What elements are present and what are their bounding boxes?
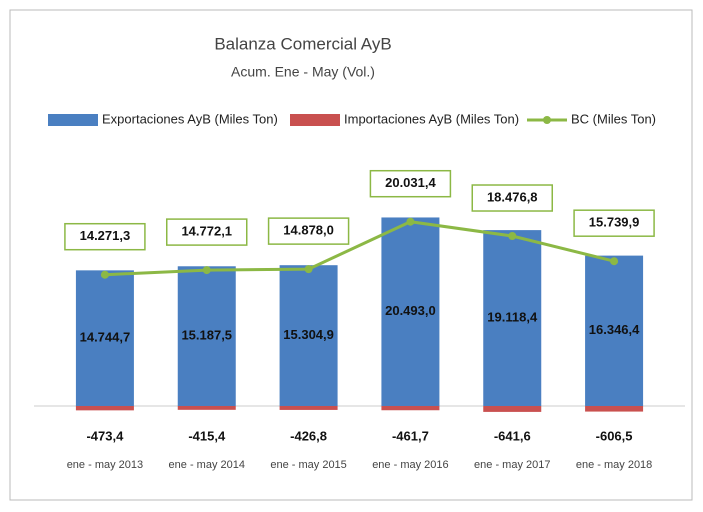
x-tick-label: ene - may 2017 <box>474 459 550 471</box>
chart-title: Balanza Comercial AyB <box>214 34 391 53</box>
legend-label: BC (Miles Ton) <box>571 111 656 126</box>
legend-marker <box>543 116 551 124</box>
bar-value-label: -473,4 <box>86 428 124 443</box>
bar-value-label: 16.346,4 <box>589 322 640 337</box>
bc-value-label: 20.031,4 <box>385 175 436 190</box>
bar <box>279 265 338 406</box>
legend-swatch <box>48 114 98 126</box>
bar-value-label: 15.304,9 <box>283 327 334 342</box>
bar <box>75 270 134 406</box>
bar-value-label: -426,8 <box>290 428 327 443</box>
bar-value-label: 14.744,7 <box>80 330 131 345</box>
bc-label-box <box>267 217 350 245</box>
bar-value-label: -606,5 <box>596 428 633 443</box>
bc-marker <box>406 217 415 226</box>
bc-label-box <box>573 209 655 237</box>
bar <box>483 230 542 406</box>
bc-marker <box>304 265 313 274</box>
bar <box>585 255 644 406</box>
bar <box>585 406 644 412</box>
bc-marker <box>100 270 109 279</box>
bar <box>177 406 236 410</box>
bar <box>381 217 440 406</box>
bc-value-label: 14.772,1 <box>181 224 232 239</box>
bc-marker <box>610 257 619 266</box>
chart-subtitle: Acum. Ene - May (Vol.) <box>231 64 375 80</box>
bc-marker <box>508 232 517 241</box>
bar-value-label: 19.118,4 <box>487 309 538 324</box>
bar <box>75 406 134 411</box>
bc-label-box <box>166 218 248 246</box>
bc-marker <box>202 266 211 275</box>
bc-value-label: 18.476,8 <box>487 189 538 204</box>
legend-label: Importaciones AyB (Miles Ton) <box>344 111 519 126</box>
bc-value-label: 15.739,9 <box>589 215 640 230</box>
bar <box>381 406 440 411</box>
bc-label-box <box>369 169 452 198</box>
bc-label-box <box>471 184 553 212</box>
bar <box>483 406 542 412</box>
legend-swatch <box>290 114 340 126</box>
chart-frame <box>9 9 693 501</box>
bc-value-label: 14.271,3 <box>80 228 131 243</box>
bar-value-label: 20.493,0 <box>385 303 436 318</box>
legend-label: Exportaciones AyB (Miles Ton) <box>102 111 278 126</box>
bar-value-label: -461,7 <box>392 428 429 443</box>
bar-value-label: -641,6 <box>494 428 531 443</box>
x-tick-label: ene - may 2014 <box>169 459 245 471</box>
bar-value-label: 15.187,5 <box>181 328 232 343</box>
bar <box>279 406 338 410</box>
bar <box>177 266 236 406</box>
bc-value-label: 14.878,0 <box>283 223 334 238</box>
x-tick-label: ene - may 2015 <box>270 459 346 471</box>
x-tick-label: ene - may 2018 <box>576 459 652 471</box>
x-tick-label: ene - may 2013 <box>67 459 143 471</box>
bc-line <box>104 220 615 277</box>
bar-value-label: -415,4 <box>188 428 226 443</box>
x-tick-label: ene - may 2016 <box>372 459 448 471</box>
bc-label-box <box>64 222 146 251</box>
